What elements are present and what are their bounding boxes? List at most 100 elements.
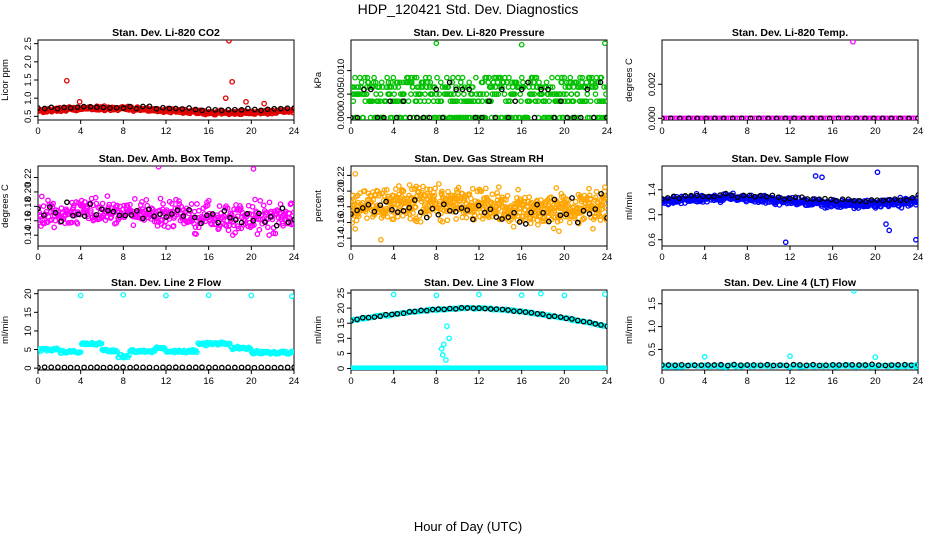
y-tick-label: 1.5 [23, 73, 34, 86]
data-point [351, 220, 355, 226]
data-point [411, 74, 418, 81]
x-tick-label: 16 [827, 376, 838, 387]
data-point [507, 98, 513, 105]
data-point [560, 193, 567, 200]
outlier-point [883, 221, 889, 227]
y-tick-label: 0.000 [647, 106, 658, 130]
data-point [504, 79, 510, 86]
data-point-alt [172, 105, 179, 112]
data-point [483, 91, 490, 97]
data-point-alt [58, 218, 65, 225]
data-point [482, 114, 489, 120]
data-point [574, 91, 581, 97]
data-point [545, 213, 552, 220]
data-point [223, 223, 230, 229]
data-point-alt [903, 197, 910, 204]
x-tick-label: 8 [434, 376, 439, 387]
data-point-alt [672, 362, 679, 369]
data-point [376, 190, 383, 197]
data-point-alt [267, 213, 274, 220]
panel-title: Stan. Dev. Li-820 Pressure [413, 27, 544, 39]
data-point [383, 186, 390, 193]
data-point-alt [291, 216, 294, 223]
plot-frame [661, 39, 919, 121]
data-point-alt [590, 114, 597, 120]
data-point [130, 222, 137, 229]
data-point-alt [231, 364, 238, 370]
data-point-alt [705, 362, 711, 368]
x-tick-label: 16 [516, 252, 527, 263]
data-point-alt [670, 193, 677, 200]
outlier-point [243, 98, 249, 105]
data-point-alt [804, 196, 811, 202]
data-point-alt [574, 317, 581, 324]
data-point [169, 200, 175, 207]
y-tick-label: 0.16 [23, 212, 34, 231]
data-point-alt [698, 362, 705, 369]
series-points [351, 40, 607, 120]
x-tick-label: 16 [516, 376, 527, 387]
data-point [514, 194, 520, 201]
y-tick-label: 10 [23, 326, 34, 337]
x-tick-label: 20 [870, 126, 881, 137]
data-point [505, 98, 512, 105]
outlier-point [226, 40, 232, 44]
data-point-alt [682, 193, 689, 199]
data-point [257, 197, 264, 204]
data-point-alt [186, 364, 193, 370]
data-point [237, 205, 244, 211]
data-point-alt [153, 105, 160, 112]
data-point-alt [166, 105, 173, 112]
data-point-alt [359, 205, 366, 211]
data-point-alt [738, 362, 744, 369]
outlier-point [602, 291, 607, 298]
data-point-alt [93, 211, 100, 218]
data-point-alt [446, 207, 453, 214]
data-point [579, 79, 585, 86]
data-point-alt [531, 114, 538, 120]
x-tick-label: 12 [785, 376, 796, 387]
series-points [38, 166, 294, 238]
x-tick-label: 20 [246, 376, 257, 387]
data-point-alt [528, 309, 535, 316]
data-point-alt [577, 114, 584, 120]
y-tick-label: 5 [336, 351, 347, 356]
data-point-alt [374, 114, 381, 120]
data-point-alt [906, 115, 912, 120]
data-point-alt [892, 196, 898, 203]
data-point-alt [411, 197, 418, 203]
data-point [443, 74, 450, 81]
data-point [114, 348, 121, 355]
data-point-alt [400, 310, 407, 317]
data-point-alt [264, 106, 271, 113]
data-point [439, 188, 445, 195]
data-point-alt [546, 218, 552, 225]
data-point-alt [423, 214, 430, 221]
data-point-alt [80, 103, 87, 110]
data-point-alt [604, 323, 607, 330]
x-tick-label: 20 [246, 126, 257, 137]
data-point [280, 222, 286, 229]
data-point [196, 207, 202, 214]
data-point-alt [179, 364, 186, 370]
x-tick-label: 12 [785, 126, 796, 137]
data-point [604, 365, 607, 370]
panel-l3: Stan. Dev. Line 3 Flow ml/min 0 4 8 12 16 20 24 0… [313, 277, 612, 387]
data-point-alt [160, 104, 166, 111]
data-point [603, 204, 607, 211]
x-tick-label: 8 [745, 376, 750, 387]
data-point [495, 91, 502, 97]
data-point [105, 204, 112, 210]
data-point-alt [446, 79, 453, 86]
data-point-alt [685, 115, 692, 120]
data-point-alt [897, 197, 904, 204]
data-point-alt [499, 216, 505, 222]
data-point-alt [231, 106, 238, 113]
data-point-alt [895, 362, 901, 368]
x-tick-label: 0 [35, 126, 40, 137]
data-point-alt [879, 115, 886, 120]
data-point-alt [458, 305, 465, 311]
data-point-alt [41, 364, 48, 370]
data-point [353, 217, 360, 224]
data-point [351, 98, 357, 105]
